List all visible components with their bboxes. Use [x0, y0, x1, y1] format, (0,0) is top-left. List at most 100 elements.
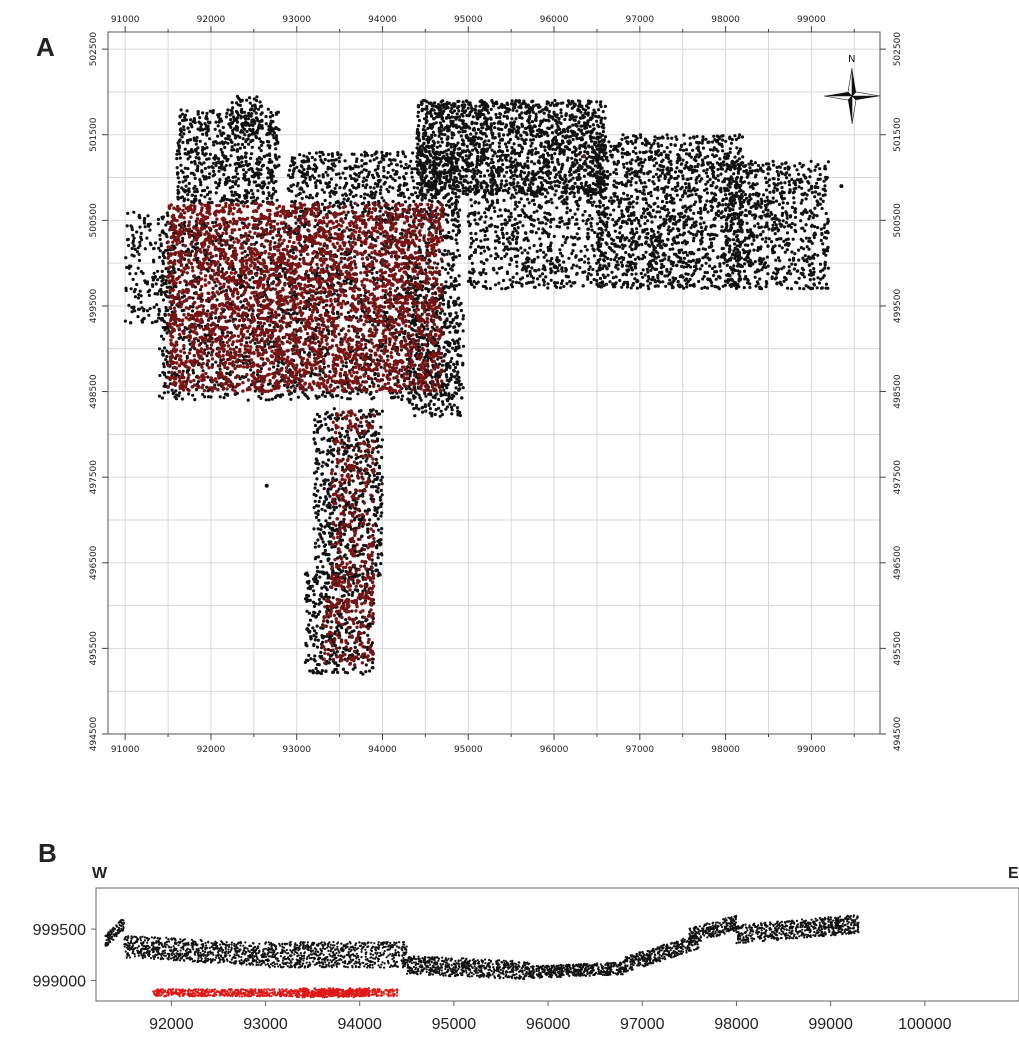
- data-point: [629, 266, 634, 270]
- data-point: [456, 106, 460, 110]
- data-point: [470, 106, 474, 110]
- data-point: [336, 204, 340, 208]
- data-point: [275, 198, 279, 202]
- data-point: [246, 121, 250, 125]
- data-point: [304, 172, 308, 176]
- data-point: [680, 264, 684, 269]
- data-point: [183, 115, 187, 119]
- data-point: [616, 160, 621, 164]
- data-point: [826, 266, 831, 270]
- data-point: [470, 138, 474, 142]
- data-point: [558, 149, 562, 153]
- data-point: [653, 187, 657, 191]
- data-point: [669, 229, 673, 233]
- data-point: [423, 170, 427, 174]
- data-point: [673, 215, 677, 219]
- data-point: [559, 111, 563, 115]
- data-point: [627, 214, 631, 218]
- data-point: [403, 155, 407, 159]
- data-point: [490, 148, 494, 152]
- data-point: [550, 156, 554, 160]
- data-point: [583, 123, 587, 127]
- data-point: [519, 170, 524, 174]
- data-point: [434, 179, 438, 184]
- data-point: [686, 279, 690, 284]
- data-point: [464, 189, 468, 193]
- data-point: [489, 161, 493, 165]
- data-point: [479, 170, 483, 175]
- data-point: [561, 134, 565, 138]
- data-point: [480, 160, 484, 164]
- data-point: [716, 149, 720, 153]
- data-point: [337, 156, 341, 160]
- data-point: [731, 179, 736, 183]
- data-point: [701, 146, 706, 150]
- data-point: [138, 225, 142, 229]
- data-point: [260, 143, 264, 147]
- data-point: [625, 173, 629, 177]
- data-point: [695, 134, 699, 139]
- data-point: [561, 163, 565, 167]
- data-point: [177, 180, 181, 184]
- data-point: [453, 175, 457, 179]
- data-point: [253, 180, 257, 184]
- data-point: [650, 254, 654, 258]
- data-point: [457, 115, 462, 119]
- data-point: [444, 149, 448, 153]
- data-point: [486, 147, 490, 151]
- data-point: [476, 150, 480, 154]
- data-point: [438, 121, 442, 125]
- data-point: [583, 111, 587, 115]
- data-point: [431, 130, 436, 134]
- data-point: [690, 193, 694, 197]
- data-point: [716, 204, 720, 208]
- data-point: [654, 161, 659, 165]
- data-point: [703, 203, 708, 207]
- data-point: [421, 181, 425, 185]
- data-point: [244, 140, 248, 144]
- data-point: [475, 162, 479, 167]
- data-point: [175, 157, 179, 161]
- data-point: [703, 285, 707, 289]
- data-point: [625, 285, 630, 289]
- data-point: [530, 120, 535, 124]
- data-point: [489, 116, 493, 120]
- data-point: [617, 141, 621, 146]
- data-point: [454, 185, 458, 189]
- data-point: [570, 150, 575, 154]
- data-point: [125, 224, 129, 228]
- data-point: [407, 196, 411, 200]
- data-point: [709, 280, 714, 285]
- data-point: [490, 178, 494, 182]
- data-point: [492, 165, 496, 170]
- data-point: [696, 162, 700, 166]
- data-point: [653, 246, 658, 250]
- data-point: [583, 145, 587, 149]
- data-point: [640, 215, 644, 219]
- data-point: [491, 154, 495, 158]
- data-point: [708, 148, 713, 152]
- data-point: [422, 124, 426, 128]
- data-point: [370, 196, 374, 200]
- data-point: [710, 208, 714, 212]
- data-point: [578, 146, 582, 150]
- data-point: [420, 186, 424, 190]
- data-point: [455, 165, 459, 169]
- data-point: [138, 240, 142, 244]
- data-point: [308, 175, 312, 179]
- data-point: [498, 115, 502, 119]
- data-point: [724, 226, 729, 230]
- data-point: [577, 172, 581, 177]
- data-point: [624, 182, 628, 186]
- data-point: [216, 124, 220, 128]
- data-point: [522, 171, 527, 175]
- data-point: [393, 158, 397, 162]
- data-point: [624, 220, 628, 224]
- data-point: [694, 192, 698, 196]
- data-point: [711, 140, 715, 144]
- data-point: [433, 156, 437, 160]
- data-point: [586, 111, 590, 115]
- data-point: [531, 172, 535, 176]
- data-point: [482, 100, 487, 104]
- data-point: [133, 309, 137, 313]
